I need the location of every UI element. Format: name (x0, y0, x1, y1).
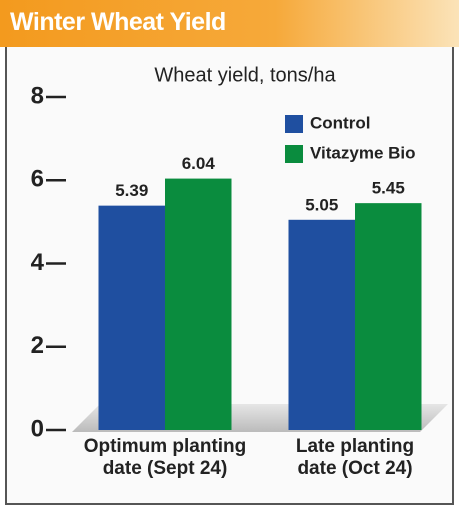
y-tick-label: 8 (31, 82, 44, 109)
bar (165, 178, 232, 430)
axis-title: Wheat yield, tons/ha (154, 64, 336, 86)
y-tick-label: 0 (31, 415, 44, 442)
x-tick-label: Late planting date (Oct 24) (295, 436, 415, 479)
header: Winter Wheat Yield (0, 0, 459, 47)
legend-label: Vitazyme Bio (310, 143, 416, 162)
bar (98, 205, 165, 430)
legend-swatch (285, 145, 303, 163)
x-tick-label: Optimum planting date (Sept 24) (83, 436, 247, 479)
bar (355, 203, 422, 430)
value-label: 6.04 (182, 154, 216, 173)
y-tick-label: 6 (31, 166, 44, 193)
value-label: 5.39 (115, 181, 148, 200)
chart-title: Winter Wheat Yield (10, 8, 226, 36)
y-tick-label: 2 (31, 332, 44, 359)
bar (288, 219, 355, 430)
value-label: 5.05 (305, 195, 338, 214)
legend-label: Control (310, 113, 370, 132)
legend-swatch (285, 115, 303, 133)
y-tick-label: 4 (31, 249, 45, 276)
value-label: 5.45 (372, 179, 405, 198)
